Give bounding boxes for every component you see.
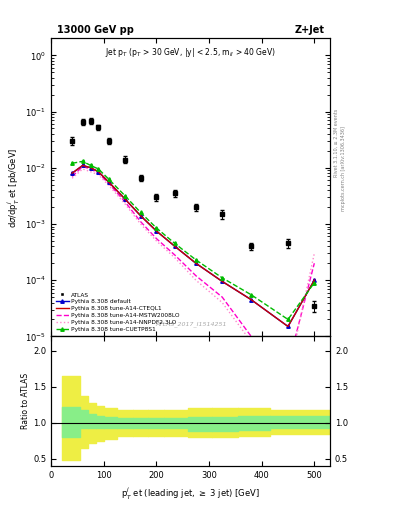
Legend: ATLAS, Pythia 8.308 default, Pythia 8.308 tune-A14-CTEQL1, Pythia 8.308 tune-A14: ATLAS, Pythia 8.308 default, Pythia 8.30… xyxy=(54,291,181,333)
Text: Z+Jet: Z+Jet xyxy=(294,26,325,35)
Text: 13000 GeV pp: 13000 GeV pp xyxy=(57,26,134,35)
Y-axis label: d$\sigma$/dp$_T^j$ et [pb/GeV]: d$\sigma$/dp$_T^j$ et [pb/GeV] xyxy=(6,147,22,227)
X-axis label: p$_T^j$ et (leading jet, $\geq$ 3 jet) [GeV]: p$_T^j$ et (leading jet, $\geq$ 3 jet) [… xyxy=(121,485,260,502)
Text: ATLAS_2017_I1514251: ATLAS_2017_I1514251 xyxy=(155,322,226,328)
Text: mcplots.cern.ch [arXiv:1306.3436]: mcplots.cern.ch [arXiv:1306.3436] xyxy=(342,126,346,211)
Y-axis label: Ratio to ATLAS: Ratio to ATLAS xyxy=(21,373,30,429)
Text: Jet p$_T$ (p$_T$ > 30 GeV, |y| < 2.5, m$_{ll}$ > 40 GeV): Jet p$_T$ (p$_T$ > 30 GeV, |y| < 2.5, m$… xyxy=(105,46,276,59)
Text: Rivet 3.1.10, ≥ 2.3M events: Rivet 3.1.10, ≥ 2.3M events xyxy=(334,109,338,178)
